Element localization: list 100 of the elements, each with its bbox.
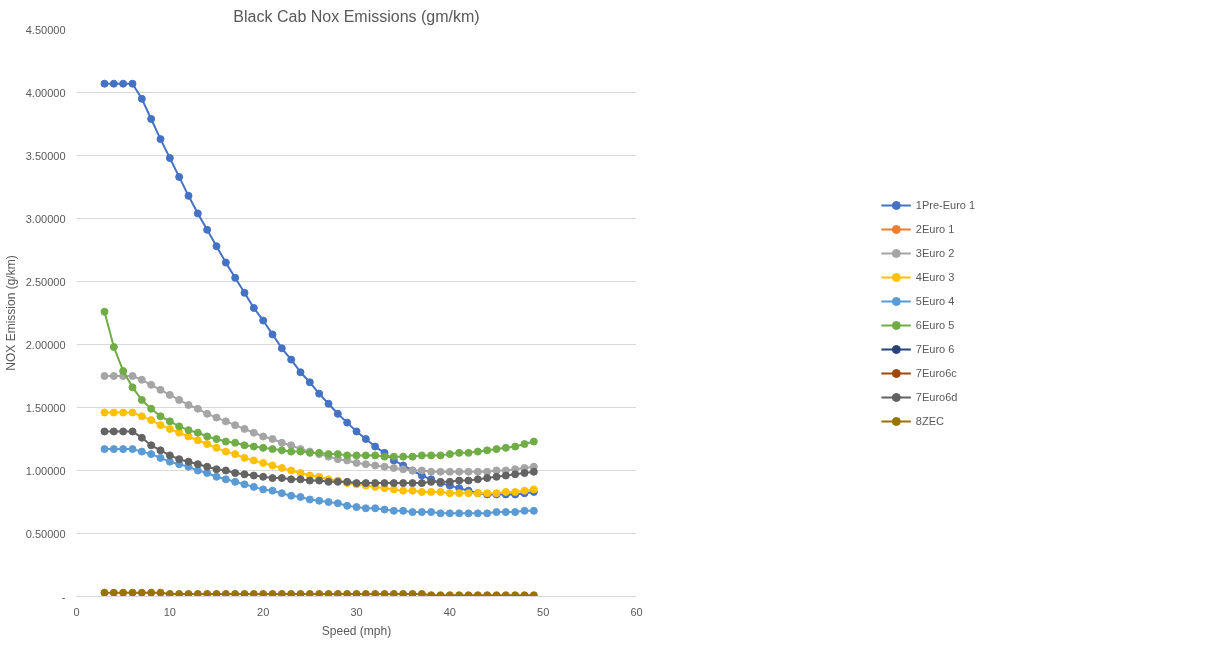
point <box>193 436 202 445</box>
point <box>445 509 454 518</box>
point <box>436 467 445 476</box>
point <box>259 316 268 325</box>
point <box>268 435 277 443</box>
point <box>156 453 165 462</box>
point <box>268 589 277 597</box>
point <box>175 395 184 404</box>
point <box>137 588 146 597</box>
point <box>371 442 380 451</box>
point <box>287 355 296 364</box>
point <box>156 135 165 144</box>
point <box>212 589 221 597</box>
x-tick-label: 60 <box>630 605 643 618</box>
point <box>221 258 230 267</box>
point <box>165 154 174 163</box>
point <box>408 452 417 461</box>
point <box>427 451 436 460</box>
point <box>268 486 277 495</box>
point <box>165 589 174 597</box>
point <box>109 588 118 597</box>
point <box>240 453 249 462</box>
point <box>417 508 426 517</box>
point <box>389 479 398 488</box>
point <box>380 589 389 597</box>
point <box>268 474 277 483</box>
point <box>501 471 510 480</box>
y-tick-label: 3.00000 <box>25 212 66 225</box>
point <box>399 479 408 488</box>
point <box>277 344 286 353</box>
point <box>147 450 156 459</box>
point <box>147 114 156 123</box>
point <box>427 508 436 517</box>
point <box>287 447 296 456</box>
point <box>520 469 529 478</box>
point <box>343 418 352 427</box>
point <box>333 499 342 508</box>
point <box>128 383 137 392</box>
point <box>137 447 146 456</box>
y-tick-label: 4.00000 <box>25 86 66 99</box>
point <box>371 461 380 470</box>
point <box>287 491 296 500</box>
point <box>212 435 221 443</box>
point <box>333 450 342 459</box>
point <box>184 426 193 435</box>
point <box>529 437 538 446</box>
point <box>455 509 464 518</box>
point <box>315 496 324 505</box>
y-tick-label: 1.50000 <box>25 401 66 414</box>
point <box>445 450 454 459</box>
point <box>380 505 389 514</box>
point <box>529 467 538 476</box>
point <box>175 589 184 597</box>
point <box>464 448 473 457</box>
point <box>324 498 333 506</box>
point <box>259 589 268 597</box>
point <box>277 438 286 447</box>
x-axis-title: Speed (mph) <box>321 623 392 638</box>
point <box>520 440 529 449</box>
point <box>455 448 464 457</box>
point <box>259 472 268 481</box>
point <box>109 343 118 352</box>
x-tick-label: 30 <box>350 605 363 618</box>
point <box>361 451 370 460</box>
point <box>277 489 286 498</box>
point <box>100 427 109 436</box>
point <box>287 589 296 597</box>
point <box>147 441 156 450</box>
point <box>501 443 510 452</box>
point <box>399 452 408 461</box>
point <box>249 456 258 465</box>
point <box>156 421 165 430</box>
point <box>399 506 408 515</box>
point <box>427 487 436 496</box>
point <box>203 589 212 597</box>
point <box>119 408 128 417</box>
point <box>193 589 202 597</box>
point <box>259 485 268 494</box>
point <box>203 462 212 471</box>
point <box>305 476 314 485</box>
point <box>203 409 212 418</box>
point <box>436 487 445 496</box>
point <box>165 457 174 466</box>
point <box>249 482 258 491</box>
point <box>193 466 202 475</box>
point <box>417 451 426 460</box>
point <box>315 389 324 398</box>
point <box>119 427 128 436</box>
point <box>305 495 314 504</box>
legend-label: 1Pre-Euro 1 <box>915 198 976 211</box>
point <box>231 589 240 597</box>
point <box>221 475 230 484</box>
point <box>249 471 258 480</box>
point <box>137 433 146 442</box>
point <box>193 460 202 469</box>
point <box>520 506 529 515</box>
x-tick-label: 50 <box>537 605 550 618</box>
point <box>231 450 240 459</box>
legend-label: 8ZEC <box>915 414 944 427</box>
point <box>343 501 352 510</box>
